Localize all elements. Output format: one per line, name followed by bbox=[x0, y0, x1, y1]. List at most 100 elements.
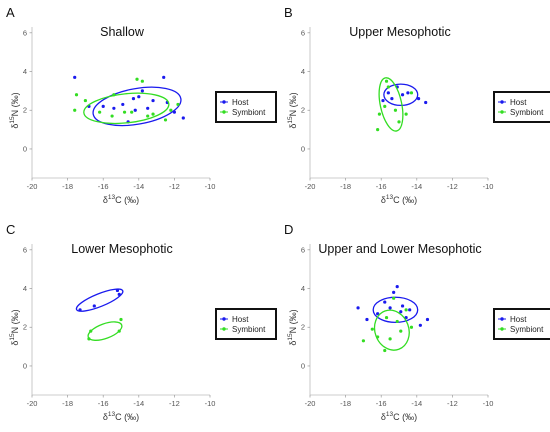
data-point bbox=[383, 348, 387, 353]
data-point bbox=[386, 91, 390, 95]
data-point bbox=[383, 104, 387, 108]
y-tick-label: 6 bbox=[23, 245, 27, 254]
series-symbiont bbox=[87, 317, 123, 341]
data-point bbox=[377, 112, 382, 116]
data-point bbox=[406, 91, 410, 95]
data-point bbox=[73, 108, 77, 112]
ellipse-symbiont bbox=[373, 309, 410, 351]
data-point bbox=[137, 95, 141, 99]
legend-swatch-point bbox=[500, 317, 504, 321]
x-tick-label: -12 bbox=[169, 182, 180, 191]
panel-c: C Lower Mesophotic -20 -18 -16 -14 -12 -10 0 2 4 6 δ… bbox=[6, 222, 277, 422]
data-point bbox=[399, 329, 403, 333]
legend-label-symbiont: Symbiont bbox=[232, 108, 266, 117]
series-host bbox=[75, 288, 124, 312]
series-symbiont bbox=[361, 296, 414, 353]
data-point bbox=[393, 108, 398, 112]
x-tick-label: -16 bbox=[98, 182, 109, 191]
data-point bbox=[384, 315, 389, 320]
data-point bbox=[392, 290, 396, 294]
legend-swatch-point bbox=[500, 327, 504, 331]
data-point bbox=[404, 308, 408, 312]
data-point bbox=[135, 77, 139, 81]
x-axis-label: δ13C (‰) bbox=[103, 411, 139, 422]
data-point bbox=[119, 317, 123, 322]
y-tick-label: 6 bbox=[301, 28, 305, 37]
data-point bbox=[117, 292, 121, 296]
data-point bbox=[169, 108, 173, 112]
data-point bbox=[425, 317, 430, 322]
data-point bbox=[78, 308, 82, 312]
data-point bbox=[176, 102, 180, 107]
chart-title: Lower Mesophotic bbox=[71, 242, 172, 256]
data-point bbox=[110, 114, 114, 118]
y-tick-label: 6 bbox=[23, 28, 27, 37]
legend-label-host: Host bbox=[510, 315, 527, 324]
data-point bbox=[101, 104, 105, 108]
chart-title: Upper Mesophotic bbox=[349, 25, 450, 39]
data-point bbox=[89, 329, 93, 333]
data-point bbox=[140, 89, 144, 93]
panel-letter: B bbox=[284, 5, 293, 20]
y-tick-label: 4 bbox=[23, 284, 27, 293]
legend-swatch-point bbox=[500, 110, 504, 114]
x-tick-label: -16 bbox=[376, 182, 387, 191]
data-point bbox=[361, 339, 365, 343]
series-host bbox=[381, 83, 428, 107]
legend-swatch-point bbox=[222, 100, 226, 104]
legend-label-host: Host bbox=[232, 98, 249, 107]
ellipse-symbiont bbox=[87, 321, 123, 341]
data-point bbox=[400, 93, 405, 97]
data-point bbox=[146, 114, 150, 118]
ellipse-host bbox=[75, 288, 124, 312]
data-point bbox=[356, 306, 360, 310]
data-point bbox=[181, 116, 185, 120]
x-tick-label: -18 bbox=[62, 399, 73, 408]
data-point bbox=[383, 300, 387, 304]
panel-letter: D bbox=[284, 222, 293, 237]
y-axis-label: δ15N (‰) bbox=[9, 309, 20, 345]
x-tick-label: -10 bbox=[205, 182, 216, 191]
ellipse-symbiont bbox=[83, 92, 170, 125]
ellipse-symbiont bbox=[378, 77, 404, 132]
data-point bbox=[381, 98, 385, 103]
data-point bbox=[404, 112, 408, 116]
data-point bbox=[151, 98, 155, 103]
data-point bbox=[376, 128, 380, 132]
legend-box bbox=[493, 91, 550, 123]
data-point bbox=[162, 75, 166, 79]
legend-swatch-point bbox=[500, 100, 504, 104]
data-point bbox=[73, 75, 77, 79]
data-point bbox=[98, 110, 102, 114]
x-tick-label: -20 bbox=[27, 399, 38, 408]
data-point bbox=[418, 323, 422, 327]
data-point bbox=[172, 110, 176, 114]
data-point bbox=[376, 335, 380, 339]
legend-swatch-point bbox=[222, 110, 226, 114]
data-point bbox=[133, 108, 137, 112]
panel-letter: A bbox=[6, 5, 15, 20]
data-point bbox=[117, 329, 121, 333]
data-point bbox=[400, 304, 405, 308]
data-point bbox=[115, 288, 120, 293]
x-tick-label: -18 bbox=[340, 399, 351, 408]
legend-label-symbiont: Symbiont bbox=[232, 325, 266, 334]
data-point bbox=[395, 319, 399, 324]
x-tick-label: -14 bbox=[411, 182, 422, 191]
data-point bbox=[130, 110, 134, 114]
y-tick-label: 2 bbox=[301, 323, 305, 332]
chart-title: Shallow bbox=[100, 25, 145, 39]
data-point bbox=[408, 308, 412, 312]
x-axis-label: δ13C (‰) bbox=[103, 194, 139, 205]
x-tick-label: -10 bbox=[483, 399, 494, 408]
y-tick-label: 2 bbox=[23, 323, 27, 332]
y-tick-label: 4 bbox=[23, 67, 27, 76]
data-point bbox=[146, 106, 150, 110]
data-point bbox=[395, 284, 399, 289]
chart-title: Upper and Lower Mesophotic bbox=[318, 242, 481, 256]
y-axis-label: δ15N (‰) bbox=[9, 92, 20, 128]
data-point bbox=[409, 325, 414, 329]
data-point bbox=[416, 97, 421, 101]
x-tick-label: -16 bbox=[376, 399, 387, 408]
panel-b: B Upper Mesophotic -20 -18 -16 -14 -12 -10 0 2 4 6 δ… bbox=[284, 5, 550, 205]
